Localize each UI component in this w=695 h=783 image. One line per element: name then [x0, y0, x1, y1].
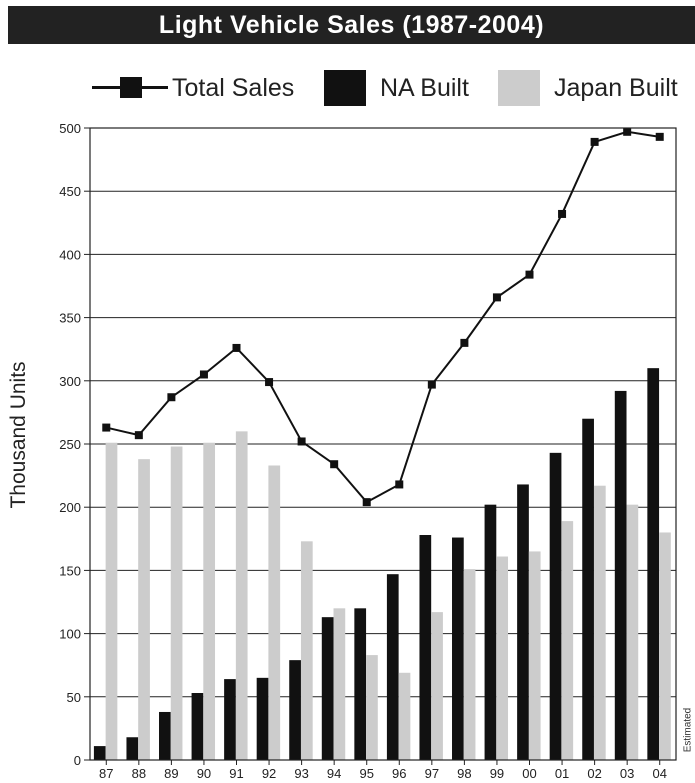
total-sales-point [590, 137, 599, 146]
japan-built-swatch [498, 70, 540, 106]
chart-title: Light Vehicle Sales (1987-2004) [8, 6, 695, 44]
y-tick-label: 400 [59, 247, 81, 262]
japan-built-bar [170, 446, 183, 760]
estimated-note-text: Estimated [682, 707, 694, 753]
na-built-bar [354, 608, 367, 760]
total-sales-point [232, 343, 241, 352]
y-tick-label: 300 [59, 374, 81, 389]
legend-item-total-sales: Total Sales [92, 68, 294, 108]
japan-built-bar [528, 551, 541, 760]
na-built-bar [126, 737, 139, 760]
total-sales-point [102, 423, 111, 432]
x-tick-label: 96 [392, 766, 406, 781]
total-sales-point [525, 270, 534, 279]
na-built-bar [452, 537, 464, 760]
total-sales-line-swatch [92, 70, 168, 106]
x-tick-label: 89 [164, 766, 178, 781]
na-built-bar [549, 452, 562, 760]
japan-built-bar [268, 465, 281, 760]
x-tick-label: 91 [229, 766, 243, 781]
japan-built-bar [593, 485, 606, 760]
na-built-bar [159, 711, 171, 760]
na-built-bar [289, 660, 301, 760]
x-tick-label: 97 [425, 766, 439, 781]
x-tick-label: 93 [294, 766, 308, 781]
estimated-note: Estimated [682, 700, 694, 760]
legend-item-na-built: NA Built [324, 68, 469, 108]
total-sales-point [558, 209, 567, 218]
japan-built-bar [626, 504, 639, 760]
total-sales-point [427, 380, 436, 389]
y-tick-label: 50 [67, 690, 81, 705]
total-sales-point [297, 437, 306, 446]
japan-built-bar [235, 431, 248, 760]
japan-built-bar [138, 459, 150, 760]
total-sales-point [199, 370, 208, 379]
legend-item-japan-built: Japan Built [498, 68, 678, 108]
total-sales-point [395, 480, 404, 489]
na-built-bar [93, 746, 106, 760]
total-sales-line [106, 130, 660, 504]
total-sales-point [623, 127, 632, 136]
japan-built-bar [561, 521, 574, 760]
na-built-bar [647, 368, 660, 760]
y-tick-label: 350 [59, 311, 81, 326]
japan-built-bar [659, 532, 671, 760]
na-built-bar [321, 617, 334, 760]
x-tick-label: 99 [490, 766, 504, 781]
y-tick-label: 100 [59, 627, 81, 642]
na-built-bar [484, 504, 497, 760]
y-tick-label: 200 [59, 500, 81, 515]
na-built-bar [256, 677, 269, 760]
japan-built-bar [463, 569, 476, 760]
x-tick-label: 00 [522, 766, 536, 781]
total-sales-point [134, 431, 143, 440]
na-built-bar [582, 418, 594, 760]
japan-built-bar [398, 672, 411, 760]
japan-built-bar [431, 612, 443, 760]
japan-built-bar [300, 541, 313, 760]
japan-built-bar [496, 556, 509, 760]
na-built-bar [517, 484, 529, 760]
plot-frame [89, 127, 677, 761]
japan-built-bar [333, 608, 346, 760]
y-tick-label: 450 [59, 184, 81, 199]
x-tick-label: 98 [457, 766, 471, 781]
legend-label-total-sales: Total Sales [172, 73, 295, 102]
x-tick-label: 04 [652, 766, 666, 781]
y-tick-label: 150 [59, 563, 81, 578]
y-tick-label: 500 [59, 121, 81, 136]
total-sales-point [330, 460, 339, 469]
y-tick-label: 250 [59, 437, 81, 452]
legend: Total Sales NA Built Japan Built [0, 68, 695, 108]
legend-label-na-built: NA Built [380, 73, 469, 102]
x-tick-label: 01 [555, 766, 569, 781]
na-built-bar [419, 535, 432, 760]
total-sales-point [167, 393, 176, 402]
x-tick-label: 90 [197, 766, 211, 781]
x-tick-label: 94 [327, 766, 341, 781]
x-tick-label: 88 [132, 766, 146, 781]
na-built-swatch [324, 70, 366, 106]
y-tick-label: 0 [74, 753, 81, 768]
x-tick-label: 02 [587, 766, 601, 781]
x-tick-label: 03 [620, 766, 634, 781]
na-built-bar [191, 693, 204, 760]
total-sales-point [460, 338, 469, 347]
japan-built-bar [203, 442, 216, 760]
total-sales-point [362, 498, 371, 507]
x-tick-label: 92 [262, 766, 276, 781]
japan-built-bar [105, 442, 118, 760]
japan-built-bar [366, 655, 378, 760]
total-sales-point [265, 378, 274, 387]
total-sales-point [492, 293, 501, 302]
na-built-bar [386, 574, 399, 760]
legend-label-japan-built: Japan Built [554, 73, 678, 102]
x-tick-label: 87 [99, 766, 113, 781]
total-sales-point [655, 132, 664, 141]
na-built-bar [224, 679, 236, 760]
x-tick-label: 95 [359, 766, 373, 781]
na-built-bar [614, 390, 627, 760]
